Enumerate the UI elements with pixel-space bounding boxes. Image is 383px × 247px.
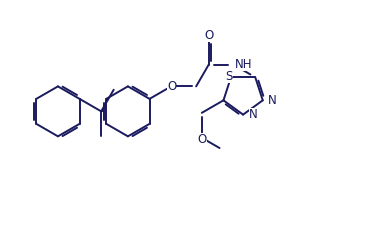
Text: O: O bbox=[198, 133, 207, 146]
Text: O: O bbox=[167, 80, 176, 93]
Text: N: N bbox=[268, 94, 277, 107]
Text: N: N bbox=[249, 108, 257, 121]
Text: S: S bbox=[226, 70, 233, 83]
Text: NH: NH bbox=[236, 58, 253, 71]
Text: O: O bbox=[204, 29, 213, 42]
